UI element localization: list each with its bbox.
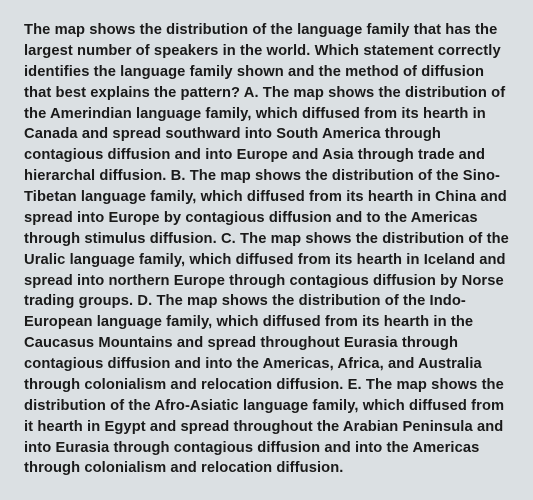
- flashcard: The map shows the distribution of the la…: [0, 0, 533, 500]
- question-text: The map shows the distribution of the la…: [24, 20, 509, 479]
